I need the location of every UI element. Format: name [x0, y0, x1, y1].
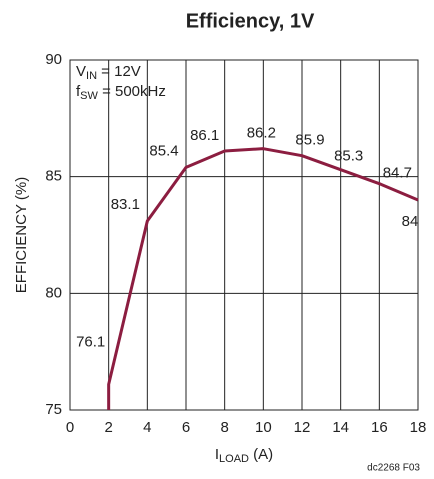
y-axis-label: EFFICIENCY (%) [13, 177, 30, 293]
plot-frame [69, 59, 419, 411]
x-tick-label: 8 [220, 419, 228, 436]
x-tick-label: 18 [410, 419, 427, 436]
data-label: 84 [402, 213, 419, 230]
data-label: 86.2 [247, 125, 276, 142]
footnote: dc2268 F03 [367, 463, 420, 474]
chart-title: Efficiency, 1V [186, 10, 315, 32]
y-tick-label: 85 [45, 168, 62, 185]
data-label: 76.1 [76, 333, 105, 350]
x-tick-label: 16 [371, 419, 388, 436]
x-tick-label: 10 [255, 419, 272, 436]
x-tick-label: 14 [332, 419, 349, 436]
x-tick-label: 4 [143, 419, 151, 436]
data-label: 85.9 [295, 132, 324, 149]
x-tick-label: 0 [66, 419, 74, 436]
data-label: 83.1 [111, 196, 140, 213]
x-tick-label: 6 [182, 419, 190, 436]
x-tick-label: 12 [294, 419, 311, 436]
y-tick-label: 80 [45, 284, 62, 301]
y-tick-label: 75 [45, 401, 62, 418]
annotation: fSW = 500kHz [76, 83, 166, 102]
data-label: 85.4 [149, 142, 178, 159]
x-tick-label: 2 [104, 419, 112, 436]
data-label: 84.7 [383, 165, 412, 182]
x-axis-label: ILOAD (A) [215, 446, 273, 465]
annotation: VIN = 12V [76, 63, 141, 82]
y-tick-label: 90 [45, 51, 62, 68]
data-label: 85.3 [334, 148, 363, 165]
data-line [107, 147, 419, 410]
data-label: 86.1 [190, 127, 219, 144]
